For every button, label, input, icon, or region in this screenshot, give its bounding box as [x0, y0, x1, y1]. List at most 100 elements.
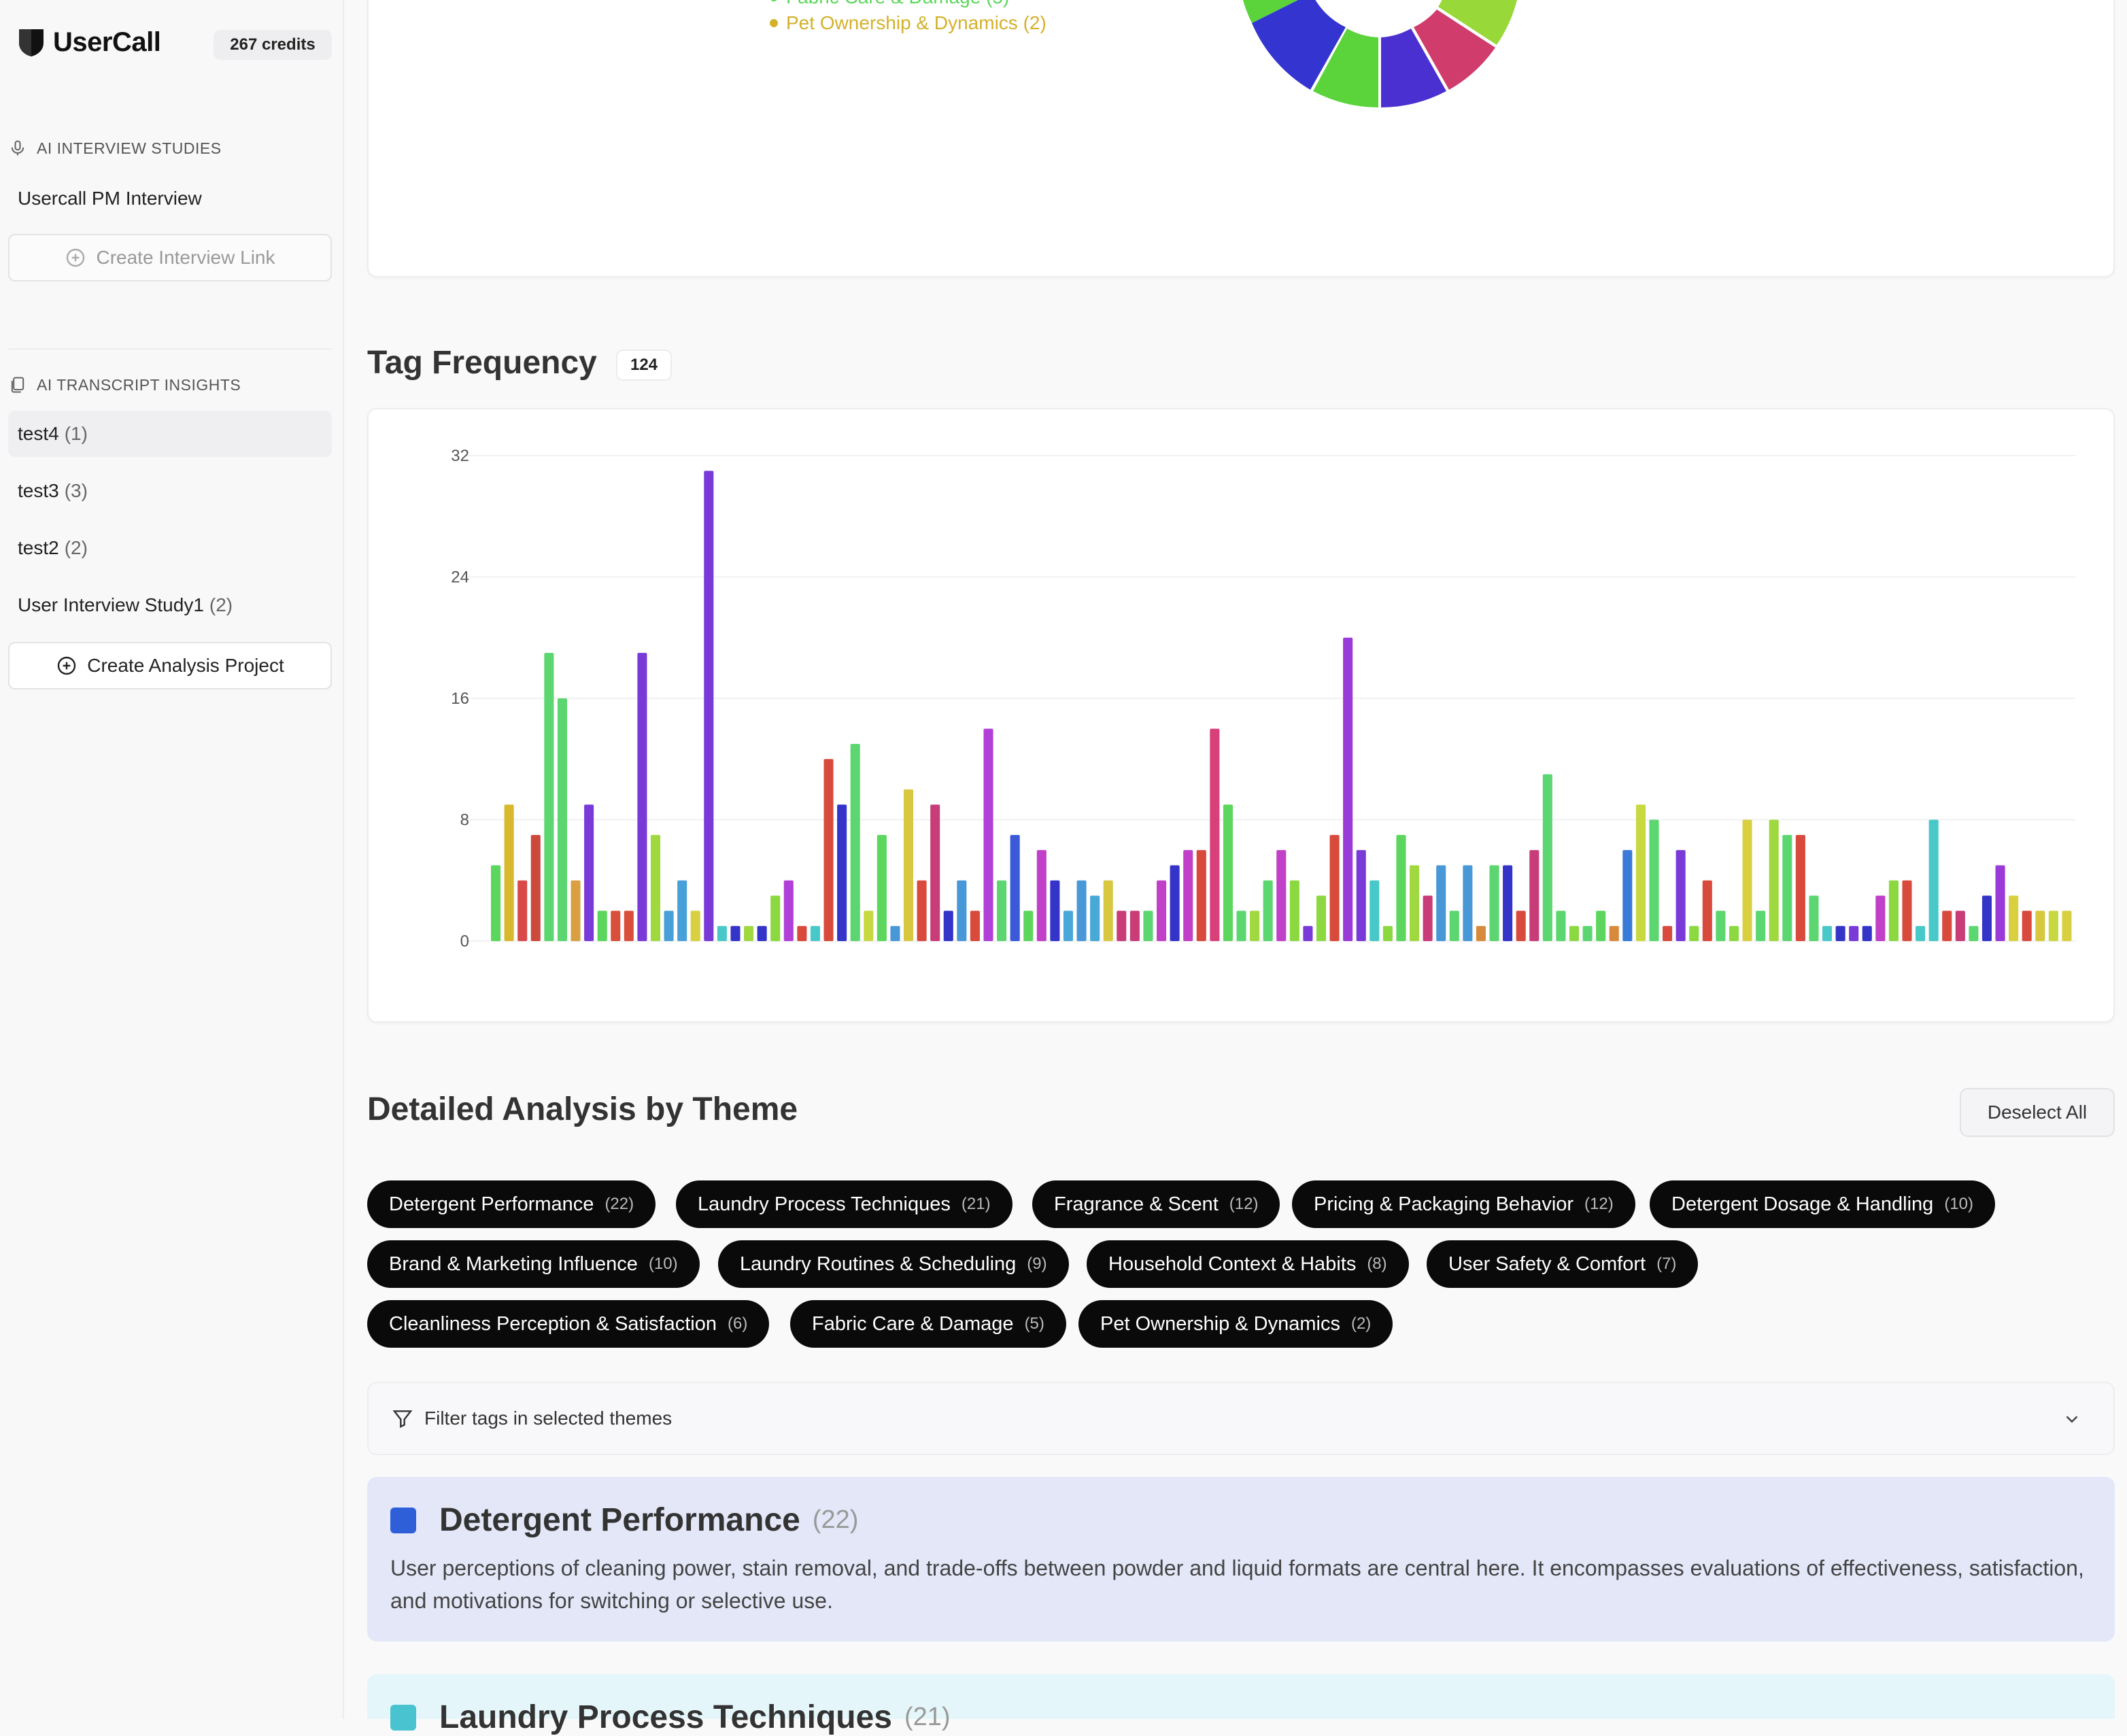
tag-bar[interactable]: [717, 925, 727, 941]
theme-chip[interactable]: Pet Ownership & Dynamics (2): [1078, 1300, 1393, 1348]
sidebar-item-test3[interactable]: test3 (3): [8, 468, 332, 514]
tag-bar[interactable]: [1343, 637, 1353, 941]
theme-chip[interactable]: Household Context & Habits (8): [1087, 1240, 1409, 1288]
tag-bar[interactable]: [810, 925, 821, 941]
tag-bar[interactable]: [1250, 910, 1260, 941]
tag-bar[interactable]: [1356, 850, 1366, 941]
tag-bar[interactable]: [890, 925, 900, 941]
tag-bar[interactable]: [1436, 865, 1446, 941]
tag-bar[interactable]: [1556, 910, 1566, 941]
tag-bar[interactable]: [1835, 925, 1845, 941]
create-analysis-project-button[interactable]: Create Analysis Project: [8, 642, 332, 690]
tag-bar[interactable]: [1303, 925, 1313, 941]
tag-bar[interactable]: [1663, 925, 1673, 941]
tag-bar[interactable]: [1210, 728, 1220, 941]
tag-bar[interactable]: [650, 834, 661, 941]
legend-item-fabric-care[interactable]: Fabric Care & Damage (5): [770, 0, 1009, 8]
tag-bar[interactable]: [1622, 850, 1633, 941]
tag-bar[interactable]: [1782, 834, 1792, 941]
tag-bar[interactable]: [597, 910, 607, 941]
sidebar-item-test2[interactable]: test2 (2): [8, 525, 332, 571]
tag-bar[interactable]: [1916, 925, 1926, 941]
tag-bar[interactable]: [1769, 819, 1779, 942]
tag-bar[interactable]: [1635, 804, 1646, 941]
credits-badge[interactable]: 267 credits: [214, 30, 332, 60]
tag-bar[interactable]: [1542, 774, 1552, 941]
theme-chip[interactable]: Detergent Performance (22): [367, 1180, 656, 1228]
tag-bar[interactable]: [2022, 910, 2032, 941]
tag-bar[interactable]: [1569, 925, 1580, 941]
interview-study-item[interactable]: Usercall PM Interview: [8, 175, 332, 222]
tag-bar[interactable]: [1969, 925, 1979, 941]
tag-bar[interactable]: [1263, 880, 1273, 941]
tag-bar[interactable]: [1129, 910, 1140, 941]
tag-bar[interactable]: [1463, 865, 1473, 941]
sidebar-item-test4[interactable]: test4 (1): [8, 411, 332, 457]
tag-bar[interactable]: [1529, 850, 1539, 941]
tag-bar[interactable]: [624, 910, 634, 941]
tag-bar[interactable]: [1316, 896, 1327, 941]
theme-chip[interactable]: Laundry Routines & Scheduling (9): [718, 1240, 1069, 1288]
tag-bar[interactable]: [903, 789, 914, 941]
tag-bar[interactable]: [1276, 850, 1287, 941]
tag-bar[interactable]: [1183, 850, 1193, 941]
tag-bar[interactable]: [517, 880, 528, 941]
tag-bar[interactable]: [850, 743, 860, 941]
tag-bar[interactable]: [1849, 925, 1859, 941]
theme-chip[interactable]: User Safety & Comfort (7): [1427, 1240, 1699, 1288]
tag-bar[interactable]: [744, 925, 754, 941]
brand-logo[interactable]: UserCall: [18, 27, 161, 58]
tag-bar[interactable]: [690, 910, 700, 941]
tag-bar[interactable]: [864, 910, 874, 941]
tag-bar[interactable]: [837, 804, 847, 941]
tag-bar[interactable]: [1742, 819, 1752, 942]
theme-chip[interactable]: Fabric Care & Damage (5): [790, 1300, 1066, 1348]
tag-bar[interactable]: [1809, 896, 1819, 941]
tag-bar[interactable]: [943, 910, 953, 941]
theme-chip[interactable]: Fragrance & Scent (12): [1032, 1180, 1280, 1228]
tag-bar[interactable]: [2048, 910, 2058, 941]
tag-bar[interactable]: [970, 910, 980, 941]
tag-bar[interactable]: [1423, 896, 1433, 941]
tag-bar[interactable]: [1410, 865, 1420, 941]
tag-bar[interactable]: [1609, 925, 1619, 941]
tag-bar[interactable]: [1503, 865, 1513, 941]
tag-bar[interactable]: [1928, 819, 1939, 942]
tag-bar[interactable]: [1516, 910, 1526, 941]
tag-bar[interactable]: [1036, 850, 1047, 941]
tag-bar[interactable]: [797, 925, 807, 941]
tag-bar[interactable]: [571, 880, 581, 941]
tag-bar[interactable]: [1050, 880, 1060, 941]
tag-bar[interactable]: [783, 880, 794, 941]
tag-bar[interactable]: [1117, 910, 1127, 941]
tag-bar[interactable]: [1396, 834, 1406, 941]
tag-bar[interactable]: [1143, 910, 1153, 941]
tag-bar[interactable]: [584, 804, 594, 941]
tag-bar[interactable]: [677, 880, 687, 941]
tag-bar[interactable]: [1756, 910, 1766, 941]
tag-bar[interactable]: [1955, 910, 1965, 941]
tag-bar[interactable]: [770, 896, 781, 941]
theme-chip[interactable]: Brand & Marketing Influence (10): [367, 1240, 700, 1288]
tag-bar[interactable]: [504, 804, 514, 941]
tag-bar[interactable]: [1076, 880, 1087, 941]
theme-card-detergent-performance[interactable]: Detergent Performance (22) User percepti…: [367, 1477, 2115, 1641]
tag-bar[interactable]: [557, 698, 567, 941]
tag-bar[interactable]: [637, 653, 647, 941]
tag-bar[interactable]: [491, 865, 501, 941]
tag-bar[interactable]: [1170, 865, 1180, 941]
tag-bar[interactable]: [1942, 910, 1952, 941]
tag-bar[interactable]: [1689, 925, 1699, 941]
tag-bar[interactable]: [823, 759, 834, 941]
tag-bar[interactable]: [1476, 925, 1486, 941]
tag-bar[interactable]: [1822, 925, 1833, 941]
tag-bar[interactable]: [1449, 910, 1459, 941]
create-interview-link-button[interactable]: Create Interview Link: [8, 234, 332, 282]
tag-bar[interactable]: [1103, 880, 1113, 941]
tag-bar[interactable]: [917, 880, 927, 941]
tag-bar[interactable]: [1063, 910, 1074, 941]
tag-bar[interactable]: [1596, 910, 1606, 941]
tag-bar[interactable]: [1795, 834, 1805, 941]
theme-chip[interactable]: Cleanliness Perception & Satisfaction (6): [367, 1300, 770, 1348]
tag-bar[interactable]: [1981, 896, 1992, 941]
